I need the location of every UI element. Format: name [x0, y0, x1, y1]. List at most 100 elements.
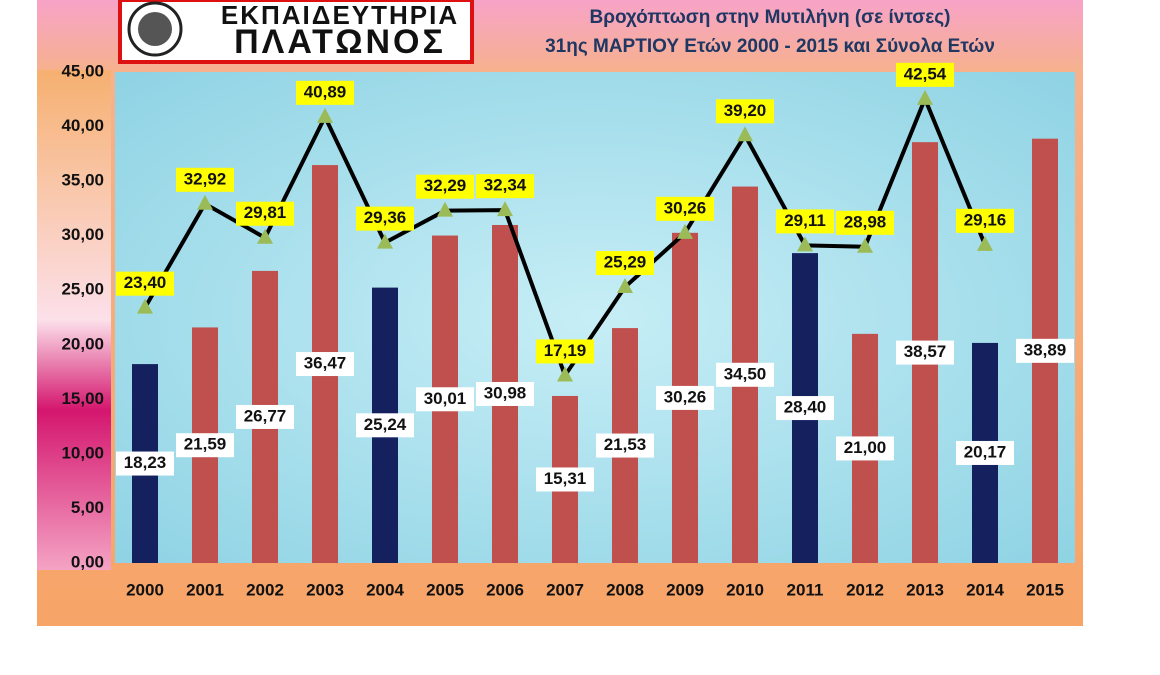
line-value-label-box: [836, 210, 894, 235]
bar-value-label-box: [236, 404, 294, 429]
y-tick-label: 20,00: [61, 334, 104, 353]
line-value-label-box: [476, 174, 534, 199]
y-tick-label: 0,00: [71, 552, 104, 571]
line-value-label-box: [356, 206, 414, 231]
line-value-label-box: [716, 99, 774, 124]
line-value-label: 29,11: [784, 211, 826, 230]
y-tick-label: 30,00: [61, 225, 104, 244]
bar-value-label-box: [416, 387, 474, 412]
bar-value-label: 30,01: [424, 389, 467, 408]
line-value-label-box: [236, 201, 294, 226]
x-tick-label: 2000: [126, 580, 164, 599]
line-marker: [497, 201, 513, 217]
y-tick-label: 5,00: [71, 498, 104, 517]
x-tick-label: 2012: [846, 580, 884, 599]
line-value-label: 29,16: [964, 210, 1007, 229]
bar-value-label-box: [476, 381, 534, 406]
bar-value-label-box: [836, 436, 894, 461]
line-value-label-box: [596, 251, 654, 276]
line-value-label: 25,29: [604, 253, 647, 272]
bar-value-label-box: [716, 362, 774, 387]
bar-value-label-box: [176, 433, 234, 458]
line-marker: [257, 228, 273, 244]
line-marker: [857, 237, 873, 253]
bar-value-label-box: [536, 467, 594, 492]
x-tick-label: 2013: [906, 580, 944, 599]
x-tick-label: 2010: [726, 580, 764, 599]
x-tick-label: 2009: [666, 580, 704, 599]
bar-value-label-box: [596, 433, 654, 458]
x-tick-label: 2011: [787, 580, 824, 599]
chart-subtitle: 31ης ΜΑΡΤΙΟΥ Ετών 2000 - 2015 και Σύνολα…: [545, 36, 995, 57]
x-tick-label: 2008: [606, 580, 644, 599]
bar-value-label-box: [896, 340, 954, 365]
x-tick-label: 2005: [426, 580, 464, 599]
y-tick-label: 25,00: [61, 280, 104, 299]
bar-value-label: 25,24: [364, 415, 407, 434]
bar-value-label: 38,57: [904, 342, 947, 361]
x-tick-label: 2014: [966, 580, 1004, 599]
line-marker: [317, 107, 333, 123]
x-tick-label: 2015: [1026, 580, 1064, 599]
bar-value-label: 18,23: [124, 453, 167, 472]
bar-value-label-box: [956, 440, 1014, 465]
bar-value-label: 15,31: [544, 469, 587, 488]
x-tick-label: 2001: [186, 580, 224, 599]
line-value-label-box: [956, 208, 1014, 233]
x-tick-label: 2004: [366, 580, 404, 599]
bar-value-label-box: [116, 451, 174, 476]
line-value-label: 30,26: [664, 198, 707, 217]
line-marker: [737, 126, 753, 142]
x-tick-label: 2002: [246, 580, 284, 599]
line-marker: [197, 194, 213, 210]
line-marker: [137, 298, 153, 314]
line-marker: [917, 89, 933, 105]
y-tick-label: 10,00: [61, 443, 104, 462]
line-marker: [557, 366, 573, 382]
bar-value-label: 38,89: [1024, 340, 1067, 359]
line-marker: [377, 233, 393, 249]
x-tick-label: 2003: [306, 580, 344, 599]
bar-value-label-box: [356, 413, 414, 438]
bar-value-label: 28,40: [784, 398, 827, 417]
line-value-label: 29,81: [244, 203, 287, 222]
line-value-label-box: [296, 80, 354, 105]
logo-line1: ΕΚΠΑΙΔΕΥΤΗΡΙΑ: [221, 0, 459, 30]
bar-value-label-box: [1016, 338, 1074, 363]
bar-value-label: 21,00: [844, 438, 887, 457]
logo-emblem-inner: [138, 12, 172, 46]
line-value-label: 29,36: [364, 208, 407, 227]
line-marker: [977, 235, 993, 251]
line-value-label: 23,40: [124, 273, 167, 292]
bar-value-label-box: [776, 396, 834, 421]
line-value-label-box: [176, 167, 234, 192]
chart-title: Βροχόπτωση στην Μυτιλήνη (σε ίντσες): [590, 7, 951, 28]
line-marker: [677, 223, 693, 239]
bar-value-label: 30,26: [664, 387, 707, 406]
bar-value-label-box: [296, 352, 354, 377]
axis-strip: [37, 70, 111, 570]
line-value-label: 32,29: [424, 176, 467, 195]
line-marker: [617, 278, 633, 294]
line-value-label-box: [536, 339, 594, 364]
y-tick-label: 15,00: [61, 389, 104, 408]
bar-value-label: 30,98: [484, 383, 527, 402]
line-value-label: 42,54: [904, 64, 947, 83]
bar-value-label: 26,77: [244, 406, 287, 425]
bar-value-label: 36,47: [304, 354, 347, 373]
x-tick-label: 2007: [546, 580, 584, 599]
line-value-label-box: [416, 174, 474, 199]
line-value-label-box: [116, 271, 174, 296]
bar-value-label: 34,50: [724, 364, 767, 383]
bar-value-label-box: [656, 385, 714, 410]
line-value-label-box: [896, 62, 954, 87]
line-value-label-box: [776, 209, 834, 234]
y-tick-label: 40,00: [61, 116, 104, 135]
y-tick-label: 45,00: [61, 61, 104, 80]
line-marker: [797, 236, 813, 252]
logo-line2: ΠΛΑΤΩΝΟΣ: [234, 23, 446, 61]
logo: ΕΚΠΑΙΔΕΥΤΗΡΙΑ ΠΛΑΤΩΝΟΣ: [118, 0, 474, 64]
line-value-label: 32,92: [184, 169, 227, 188]
